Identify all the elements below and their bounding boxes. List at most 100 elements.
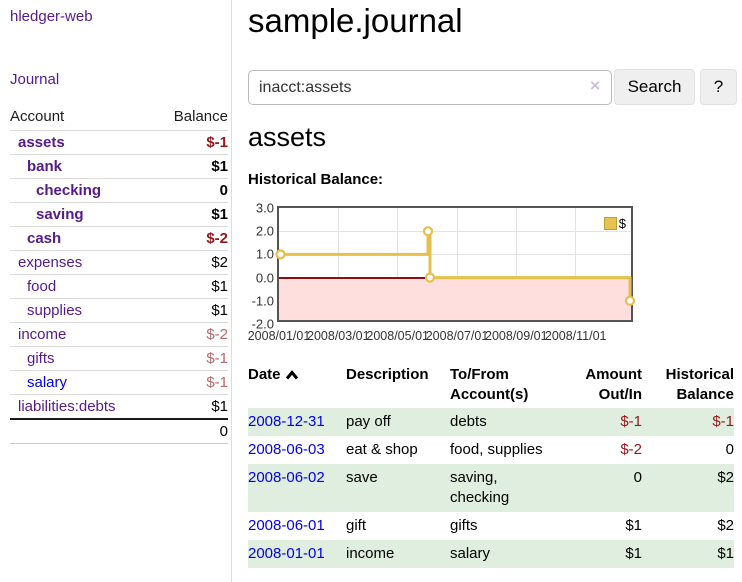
gridline <box>279 231 631 232</box>
balance-series-line <box>275 226 636 306</box>
accounts-total-value: 0 <box>154 418 228 444</box>
y-tick: 2.0 <box>255 223 274 239</box>
transaction-balance: $-1 <box>712 413 734 430</box>
gridline <box>279 254 631 255</box>
table-row: checking 0 <box>10 178 228 203</box>
account-link-assets[interactable]: assets <box>18 134 65 151</box>
transaction-amount: $-2 <box>620 441 642 458</box>
app-brand-link[interactable]: hledger-web <box>10 8 93 25</box>
account-link-salary[interactable]: salary <box>27 374 68 391</box>
x-tick: 2008/05/01 <box>366 329 429 343</box>
register-table: Date Description To/From Account(s) Amou… <box>248 362 734 568</box>
table-row: food $1 <box>10 274 228 299</box>
table-row: 2008-12-31 pay off debts $-1 $-1 <box>248 408 734 436</box>
register-header-balance: Historical Balance <box>665 366 734 403</box>
transaction-accounts: gifts <box>450 517 478 534</box>
table-row: gifts $-1 <box>10 346 228 371</box>
y-tick: 3.0 <box>255 200 274 216</box>
transaction-balance: $1 <box>717 545 734 562</box>
x-tick: 2008/07/01 <box>425 329 489 343</box>
transaction-date-link[interactable]: 2008-06-01 <box>248 517 325 534</box>
transaction-accounts: salary <box>450 545 491 562</box>
sidebar: hledger-web Journal Account Balance asse… <box>0 0 232 582</box>
gridline <box>338 208 339 320</box>
transaction-accounts: saving, checking <box>450 469 510 506</box>
sidebar-item-journal[interactable]: Journal <box>10 71 60 88</box>
transaction-balance: $2 <box>717 517 734 534</box>
transaction-date-link[interactable]: 2008-06-03 <box>248 441 325 458</box>
account-balance: $1 <box>154 394 228 419</box>
data-point-marker <box>422 226 434 237</box>
transaction-date-link[interactable]: 2008-06-02 <box>248 469 325 486</box>
accounts-table: Account Balance assets $-1 bank $1 check… <box>10 104 228 444</box>
transaction-description: pay off <box>346 413 391 430</box>
transaction-amount: 0 <box>633 469 642 486</box>
legend-label: $ <box>618 216 626 231</box>
account-link-gifts[interactable]: gifts <box>27 350 55 367</box>
table-row: liabilities:debts $1 <box>10 394 228 419</box>
register-header-accounts: To/From Account(s) <box>450 366 529 403</box>
y-tick: 0.0 <box>255 270 274 286</box>
data-point-marker <box>424 272 436 283</box>
gridline <box>457 208 458 320</box>
transaction-date-link[interactable]: 2008-12-31 <box>248 413 325 430</box>
data-point-marker <box>624 295 636 306</box>
account-balance: $-1 <box>154 346 228 371</box>
account-balance: $1 <box>154 154 228 179</box>
account-link-saving[interactable]: saving <box>36 206 84 223</box>
table-row: 2008-06-01 gift gifts $1 $2 <box>248 512 734 540</box>
transaction-date-link[interactable]: 2008-01-01 <box>248 545 325 562</box>
account-balance: $2 <box>154 250 228 275</box>
table-row: supplies $1 <box>10 298 228 323</box>
accounts-header-account: Account <box>10 108 65 125</box>
account-balance: $-1 <box>154 370 228 395</box>
table-row: bank $1 <box>10 154 228 179</box>
historical-balance-chart: 3.0 2.0 1.0 0.0 -1.0 -2.0 $ 2008/0 <box>247 200 648 345</box>
transaction-amount: $-1 <box>620 413 642 430</box>
table-row: assets $-1 <box>10 130 228 155</box>
account-section-heading: assets <box>248 122 327 152</box>
table-row: cash $-2 <box>10 226 228 251</box>
gridline <box>397 208 398 320</box>
transaction-accounts: debts <box>450 413 487 430</box>
account-link-supplies[interactable]: supplies <box>27 302 83 319</box>
register-header-amount: Amount Out/In <box>585 366 642 403</box>
search-button[interactable]: Search <box>614 69 695 105</box>
help-button[interactable]: ? <box>700 69 737 105</box>
accounts-header-balance: Balance <box>173 108 228 125</box>
table-row: expenses $2 <box>10 250 228 275</box>
transaction-amount: $1 <box>625 545 642 562</box>
register-header-date[interactable]: Date <box>248 362 346 408</box>
account-link-checking[interactable]: checking <box>36 182 102 199</box>
account-link-income[interactable]: income <box>18 326 67 343</box>
account-balance: $1 <box>154 298 228 323</box>
account-balance: $-2 <box>154 322 228 347</box>
table-row: 2008-01-01 income salary $1 $1 <box>248 540 734 568</box>
table-row: saving $1 <box>10 202 228 227</box>
transaction-amount: $1 <box>625 517 642 534</box>
account-balance: 0 <box>154 178 228 203</box>
transaction-description: income <box>346 545 395 562</box>
account-balance: $-1 <box>154 130 228 155</box>
gridline <box>516 208 517 320</box>
account-link-liabilities-debts[interactable]: liabilities:debts <box>18 398 116 415</box>
y-tick: 1.0 <box>255 246 274 262</box>
table-row: 2008-06-02 save saving, checking 0 $2 <box>248 464 734 512</box>
chart-title: Historical Balance: <box>248 171 384 188</box>
gridline <box>575 208 576 320</box>
account-link-food[interactable]: food <box>27 278 57 295</box>
table-row: 2008-06-03 eat & shop food, supplies $-2… <box>248 436 734 464</box>
table-row: salary $-1 <box>10 370 228 395</box>
account-link-bank[interactable]: bank <box>27 158 63 175</box>
account-link-cash[interactable]: cash <box>27 230 62 247</box>
search-input[interactable] <box>248 70 612 105</box>
transaction-accounts: food, supplies <box>450 441 543 458</box>
account-link-expenses[interactable]: expenses <box>18 254 83 271</box>
x-tick: 2008/01/01 <box>247 329 311 343</box>
transaction-description: gift <box>346 517 367 534</box>
clear-search-icon[interactable]: × <box>590 76 600 95</box>
chart-plot-area: $ <box>275 206 636 322</box>
x-tick: 2008/11/01 <box>544 329 607 343</box>
legend-swatch-icon <box>603 217 617 230</box>
y-tick: -1.0 <box>251 293 274 309</box>
